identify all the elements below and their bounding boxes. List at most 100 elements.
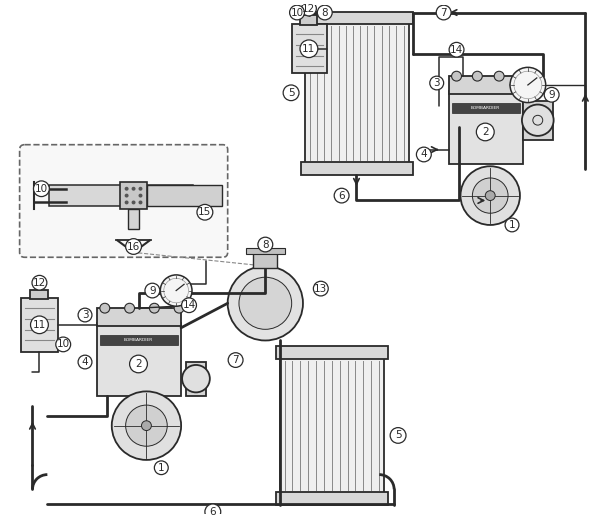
Text: 15: 15 bbox=[198, 207, 212, 217]
Text: 10: 10 bbox=[290, 7, 304, 18]
Circle shape bbox=[139, 201, 142, 204]
Circle shape bbox=[139, 187, 142, 191]
Bar bbox=[292, 24, 327, 73]
Circle shape bbox=[78, 308, 92, 322]
Circle shape bbox=[516, 71, 526, 81]
Text: 3: 3 bbox=[433, 78, 440, 88]
Text: 9: 9 bbox=[548, 90, 555, 100]
Text: BOMBARDIER: BOMBARDIER bbox=[470, 107, 500, 110]
Circle shape bbox=[510, 68, 546, 102]
Circle shape bbox=[334, 188, 349, 203]
Circle shape bbox=[460, 166, 520, 225]
Text: 5: 5 bbox=[395, 431, 401, 440]
Text: 9: 9 bbox=[149, 285, 155, 295]
Circle shape bbox=[78, 355, 92, 369]
Bar bbox=[128, 210, 139, 229]
Circle shape bbox=[125, 303, 134, 313]
Circle shape bbox=[227, 266, 303, 341]
Bar bbox=[305, 22, 409, 164]
Text: 5: 5 bbox=[288, 88, 295, 98]
Bar bbox=[49, 185, 193, 206]
Text: 16: 16 bbox=[127, 241, 140, 252]
Circle shape bbox=[239, 277, 292, 329]
Circle shape bbox=[125, 201, 128, 204]
Circle shape bbox=[476, 123, 494, 141]
Circle shape bbox=[160, 275, 192, 306]
Bar bbox=[300, 16, 317, 25]
Circle shape bbox=[142, 421, 151, 431]
Circle shape bbox=[290, 5, 304, 20]
Bar bbox=[276, 346, 388, 359]
Circle shape bbox=[149, 303, 160, 313]
Circle shape bbox=[34, 181, 49, 197]
Circle shape bbox=[145, 283, 160, 298]
Bar bbox=[245, 249, 285, 254]
Circle shape bbox=[283, 85, 299, 101]
Circle shape bbox=[131, 201, 136, 204]
Text: 10: 10 bbox=[35, 184, 48, 194]
Circle shape bbox=[494, 71, 504, 81]
FancyBboxPatch shape bbox=[20, 145, 227, 257]
Bar bbox=[148, 185, 222, 206]
Circle shape bbox=[313, 281, 328, 296]
Text: 7: 7 bbox=[440, 7, 447, 18]
Circle shape bbox=[301, 1, 316, 16]
Text: 1: 1 bbox=[509, 220, 515, 230]
Bar bbox=[253, 252, 277, 268]
Circle shape bbox=[258, 237, 273, 252]
Circle shape bbox=[430, 76, 443, 90]
Text: 3: 3 bbox=[82, 310, 88, 320]
Bar bbox=[119, 182, 148, 210]
Circle shape bbox=[125, 193, 128, 198]
Circle shape bbox=[197, 204, 213, 220]
Text: 6: 6 bbox=[338, 191, 345, 201]
Text: 4: 4 bbox=[82, 357, 88, 367]
Bar bbox=[29, 290, 49, 300]
Circle shape bbox=[154, 461, 168, 475]
Bar bbox=[20, 298, 58, 352]
Text: 2: 2 bbox=[482, 127, 488, 137]
Circle shape bbox=[182, 365, 210, 393]
Text: BOMBARDIER: BOMBARDIER bbox=[124, 339, 153, 343]
Text: 7: 7 bbox=[232, 355, 239, 365]
Circle shape bbox=[139, 193, 142, 198]
Circle shape bbox=[449, 43, 464, 57]
Circle shape bbox=[125, 239, 142, 254]
Bar bbox=[186, 362, 206, 396]
Circle shape bbox=[205, 504, 221, 519]
Circle shape bbox=[544, 87, 559, 102]
Circle shape bbox=[300, 40, 318, 58]
Circle shape bbox=[112, 392, 181, 460]
Circle shape bbox=[452, 71, 461, 81]
Bar bbox=[280, 357, 384, 494]
Text: 11: 11 bbox=[302, 44, 316, 54]
Bar bbox=[449, 91, 523, 164]
Bar bbox=[97, 323, 181, 396]
Circle shape bbox=[125, 405, 167, 446]
Bar bbox=[523, 101, 553, 140]
Text: 1: 1 bbox=[158, 463, 164, 473]
Bar bbox=[100, 334, 178, 345]
Text: 12: 12 bbox=[302, 4, 316, 14]
Circle shape bbox=[416, 147, 431, 162]
Circle shape bbox=[182, 298, 196, 313]
Circle shape bbox=[100, 303, 110, 313]
Text: 12: 12 bbox=[33, 278, 46, 288]
Circle shape bbox=[485, 191, 495, 201]
Circle shape bbox=[174, 303, 184, 313]
Circle shape bbox=[131, 187, 136, 191]
Circle shape bbox=[125, 187, 128, 191]
Text: 2: 2 bbox=[135, 359, 142, 369]
Text: 4: 4 bbox=[421, 149, 427, 160]
Text: 13: 13 bbox=[314, 283, 328, 294]
Text: 8: 8 bbox=[262, 240, 269, 250]
Circle shape bbox=[56, 337, 71, 352]
Circle shape bbox=[32, 276, 47, 290]
Circle shape bbox=[228, 353, 243, 368]
Bar bbox=[452, 102, 520, 113]
Text: 14: 14 bbox=[450, 45, 463, 55]
Text: 6: 6 bbox=[209, 507, 216, 517]
Circle shape bbox=[505, 218, 519, 232]
Bar bbox=[301, 11, 413, 24]
Text: 11: 11 bbox=[33, 320, 46, 330]
